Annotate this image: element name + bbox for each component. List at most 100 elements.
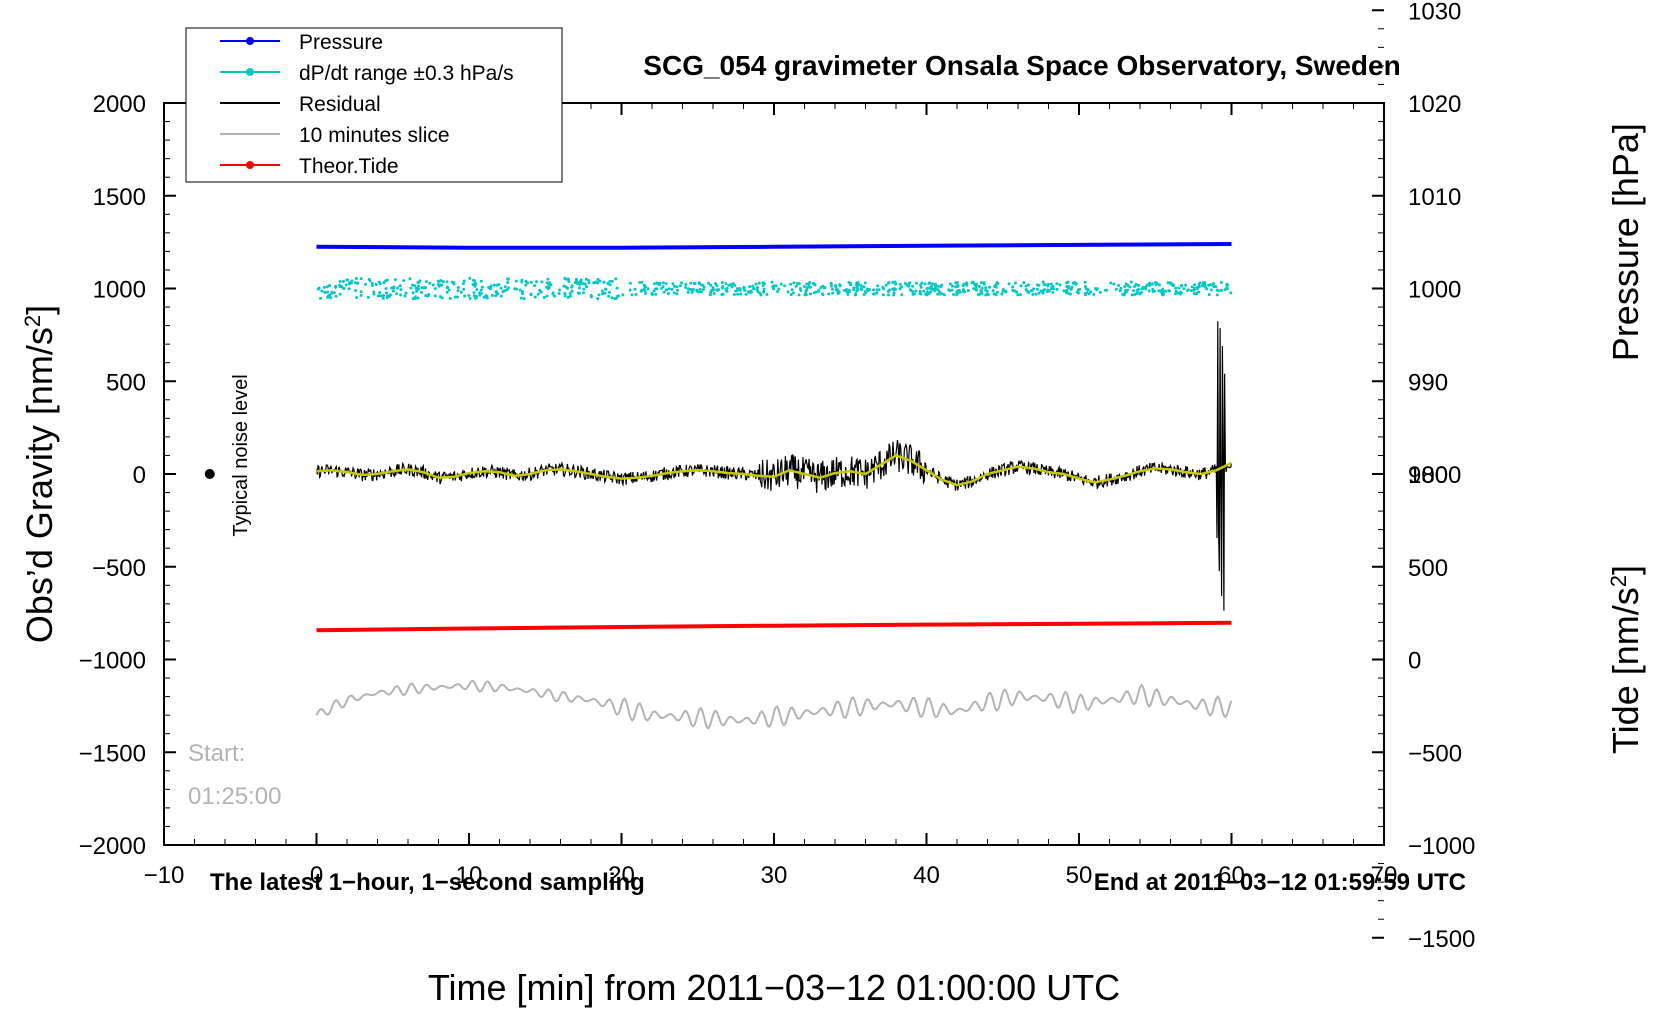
dpdt-point [1112, 282, 1116, 286]
dpdt-point [684, 282, 688, 286]
dpdt-point [1133, 285, 1137, 289]
dpdt-point [424, 294, 428, 298]
dpdt-point [933, 283, 937, 287]
dpdt-point [866, 288, 870, 292]
dpdt-point [700, 283, 704, 287]
dpdt-point [642, 287, 646, 291]
dpdt-point [650, 292, 654, 296]
y-left-title-sup: 2 [20, 315, 45, 327]
dpdt-point [385, 291, 389, 295]
dpdt-point [359, 290, 363, 294]
dpdt-point [734, 289, 738, 293]
dpdt-point [359, 277, 363, 281]
dpdt-point [1193, 283, 1197, 287]
dpdt-point [948, 282, 952, 286]
dpdt-point [597, 293, 601, 297]
dpdt-point [789, 293, 793, 297]
dpdt-point [925, 292, 929, 296]
dpdt-point [320, 289, 324, 293]
dpdt-point [492, 283, 496, 287]
dpdt-point [672, 291, 676, 295]
dpdt-point [399, 293, 403, 297]
dpdt-point [811, 281, 815, 285]
y-left-tick-label: 500 [106, 369, 146, 396]
pressure-tick-label: 1000 [1408, 277, 1461, 304]
dpdt-point [698, 287, 702, 291]
dpdt-point [566, 277, 570, 281]
dpdt-point [856, 280, 860, 284]
dpdt-point [414, 286, 418, 290]
dpdt-point [725, 289, 729, 293]
dpdt-point [1167, 289, 1171, 293]
dpdt-point [680, 281, 684, 285]
dpdt-point [799, 289, 803, 293]
dpdt-point [1052, 287, 1056, 291]
dpdt-point [1046, 284, 1050, 288]
dpdt-point [529, 280, 533, 284]
dpdt-point [462, 287, 466, 291]
dpdt-point [1144, 287, 1148, 291]
dpdt-point [529, 292, 533, 296]
dpdt-point [956, 284, 960, 288]
dpdt-point [914, 281, 918, 285]
dpdt-point [423, 286, 427, 290]
dpdt-point [396, 286, 400, 290]
dpdt-point [886, 293, 890, 297]
dpdt-point [1000, 292, 1004, 296]
dpdt-point [792, 281, 796, 285]
dpdt-point [350, 279, 354, 283]
x-tick-label: 20 [608, 862, 635, 889]
dpdt-point [1042, 283, 1046, 287]
legend: Pressure dP/dt range ±0.3 hPa/s Residual 10… [185, 27, 563, 183]
series-pressure [316, 242, 1232, 250]
dpdt-point [686, 287, 690, 291]
dpdt-point [603, 291, 607, 295]
dpdt-point [958, 290, 962, 294]
dpdt-point [473, 284, 477, 288]
dpdt-point [1019, 284, 1023, 288]
dpdt-point [585, 285, 589, 289]
dpdt-point [661, 285, 665, 289]
dpdt-point [607, 294, 611, 298]
dpdt-point [1200, 283, 1204, 287]
dpdt-point [1067, 292, 1071, 296]
x-tick-label: 40 [913, 862, 940, 889]
dpdt-point [884, 283, 888, 287]
dpdt-point [499, 294, 503, 298]
dpdt-point [877, 288, 881, 292]
dpdt-point [1025, 289, 1029, 293]
dpdt-point [1190, 285, 1194, 289]
dpdt-point [630, 293, 634, 297]
dpdt-point [608, 279, 612, 283]
dpdt-point [587, 278, 591, 282]
dpdt-point [479, 279, 483, 283]
dpdt-point [805, 282, 809, 286]
dpdt-point [746, 290, 750, 294]
tide-title-sup: 2 [1606, 575, 1631, 587]
y-left-title-end: ] [19, 305, 60, 315]
dpdt-point [809, 292, 813, 296]
legend-label: Theor.Tide [299, 155, 399, 178]
dpdt-point [1212, 285, 1216, 289]
dpdt-point [456, 295, 460, 299]
dpdt-point [433, 287, 437, 291]
dpdt-point [984, 286, 988, 290]
dpdt-point [821, 292, 825, 296]
dpdt-point [920, 281, 924, 285]
dpdt-point [610, 279, 614, 283]
dpdt-point [354, 288, 358, 292]
dpdt-point [822, 286, 826, 290]
dpdt-point [417, 284, 421, 288]
dpdt-point [634, 293, 638, 297]
dpdt-point [684, 286, 688, 290]
series-10min-slice [315, 679, 1233, 730]
dpdt-point [399, 288, 403, 292]
dpdt-point [323, 290, 327, 294]
dpdt-point [699, 290, 703, 294]
dpdt-point [1122, 293, 1126, 297]
dpdt-point [942, 293, 946, 297]
dpdt-point [424, 280, 428, 284]
dpdt-point [710, 288, 714, 292]
legend-label: Residual [299, 93, 381, 116]
dpdt-point [911, 284, 915, 288]
